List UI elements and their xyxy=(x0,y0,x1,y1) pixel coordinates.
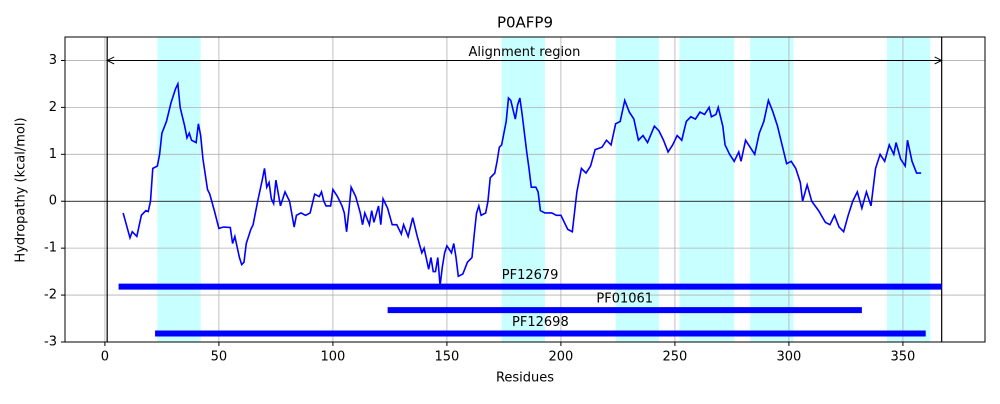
y-tick-label: -1 xyxy=(44,241,57,256)
y-tick-label: 2 xyxy=(49,100,57,115)
x-axis-label: Residues xyxy=(496,371,554,386)
highlight-region xyxy=(615,37,659,342)
highlight-region xyxy=(886,37,931,342)
highlight-region xyxy=(750,37,794,342)
x-tick-label: 0 xyxy=(101,350,109,365)
highlight-region xyxy=(501,37,545,342)
x-tick-label: 100 xyxy=(320,350,345,365)
highlight-region xyxy=(679,37,735,342)
x-tick-label: 250 xyxy=(662,350,687,365)
domain-label: PF12679 xyxy=(502,268,559,283)
y-tick-label: 3 xyxy=(49,53,57,68)
y-tick-label: -3 xyxy=(44,335,57,350)
x-tick-label: 350 xyxy=(891,350,916,365)
x-tick-label: 300 xyxy=(777,350,802,365)
domain-label: PF12698 xyxy=(512,315,569,330)
plot-frame xyxy=(64,36,986,343)
x-tick-label: 50 xyxy=(211,350,228,365)
chart-title: P0AFP9 xyxy=(497,14,553,32)
y-axis-label: Hydropathy (kcal/mol) xyxy=(14,117,29,262)
y-tick-label: 1 xyxy=(49,147,57,162)
y-tick-label: 0 xyxy=(49,194,57,209)
x-tick-label: 150 xyxy=(434,350,459,365)
arrow-head xyxy=(106,56,115,65)
highlight-region xyxy=(157,37,201,342)
hydropathy-line xyxy=(122,81,922,286)
arrow-head xyxy=(934,56,943,65)
annotation-label: Alignment region xyxy=(469,45,581,60)
domain-label: PF01061 xyxy=(596,292,653,307)
x-tick-label: 200 xyxy=(548,350,573,365)
y-tick-label: -2 xyxy=(44,288,57,303)
